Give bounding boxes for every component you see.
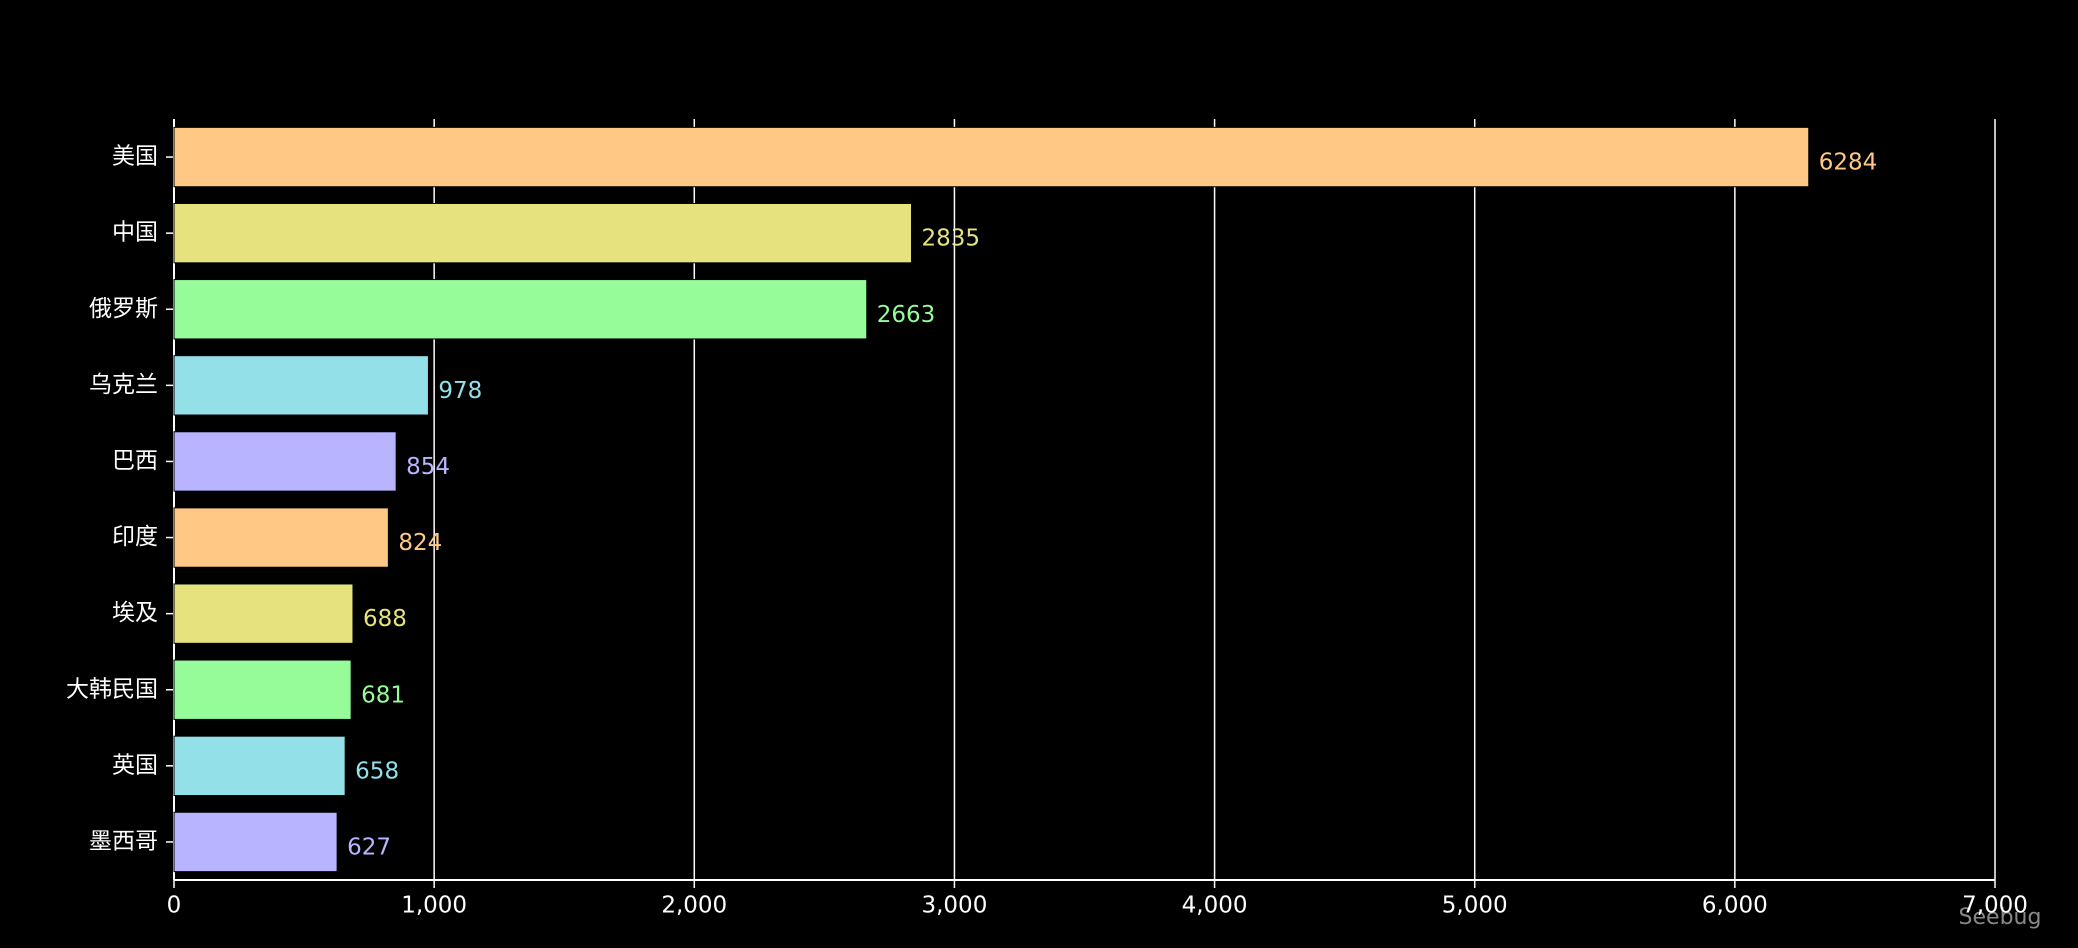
y-tick-label: 巴西 (112, 448, 158, 474)
value-label: 658 (355, 758, 399, 784)
value-label: 854 (406, 454, 450, 480)
x-tick-label: 1,000 (401, 893, 467, 919)
bar (173, 659, 352, 720)
bar (173, 431, 397, 492)
y-tick-label: 英国 (112, 752, 158, 778)
bar (173, 126, 1810, 188)
value-label: 2663 (877, 302, 936, 328)
bar (173, 507, 389, 568)
watermark: Seebug (1959, 905, 2042, 930)
bar (173, 583, 354, 644)
value-label: 2835 (922, 226, 981, 252)
y-tick-label: 俄罗斯 (89, 296, 158, 322)
y-tick-label: 大韩民国 (66, 676, 158, 702)
bar (173, 735, 346, 797)
x-tick-label: 6,000 (1702, 893, 1768, 919)
y-tick-label: 埃及 (112, 600, 158, 626)
y-tick-label: 乌克兰 (89, 372, 158, 398)
x-tick-label: 3,000 (921, 893, 987, 919)
x-tick-label: 2,000 (661, 893, 727, 919)
y-tick-label: 美国 (112, 144, 158, 170)
y-tick-label: 墨西哥 (89, 828, 158, 854)
bar (173, 811, 338, 873)
y-tick-label: 印度 (112, 524, 158, 550)
value-label: 824 (398, 530, 442, 556)
x-tick-label: 7,000 (1962, 893, 2028, 919)
value-label: 978 (438, 378, 482, 404)
value-label: 627 (347, 834, 391, 860)
value-label: 6284 (1819, 150, 1878, 176)
x-tick-label: 0 (167, 893, 182, 919)
bar (173, 355, 429, 416)
value-label: 688 (363, 606, 407, 632)
x-tick-label: 5,000 (1442, 893, 1508, 919)
x-tick-label: 4,000 (1182, 893, 1248, 919)
bar (173, 202, 913, 264)
value-label: 681 (361, 682, 405, 708)
y-tick-label: 中国 (112, 220, 158, 246)
bar (173, 279, 868, 340)
